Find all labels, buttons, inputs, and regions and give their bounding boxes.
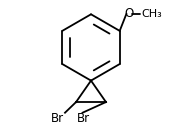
Text: O: O bbox=[125, 7, 134, 20]
Text: CH₃: CH₃ bbox=[141, 9, 162, 19]
Text: Br: Br bbox=[51, 112, 64, 125]
Text: Br: Br bbox=[77, 112, 90, 125]
